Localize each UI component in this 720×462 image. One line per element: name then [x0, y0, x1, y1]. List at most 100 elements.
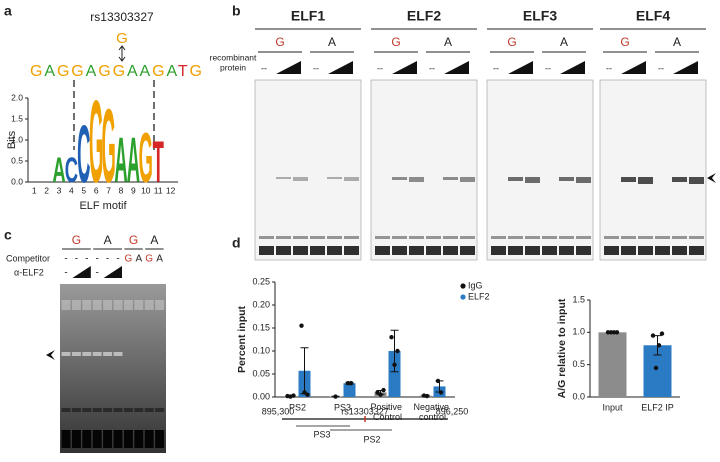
gel-band	[409, 236, 424, 239]
data-point	[439, 390, 443, 394]
allele-label: A	[150, 233, 158, 247]
data-point	[381, 388, 385, 392]
gel-band	[155, 408, 164, 412]
gel-band	[426, 236, 441, 239]
gel-band	[689, 246, 704, 255]
data-point	[657, 343, 661, 347]
snp-arrow	[119, 46, 125, 61]
map-end: 896,250	[436, 406, 469, 416]
gel-band	[344, 236, 359, 239]
gradient-wedge	[104, 266, 122, 278]
gel-band	[443, 177, 458, 180]
no-protein: --	[377, 63, 383, 73]
antibody-entry: -	[64, 268, 67, 279]
antibody-label: α-ELF2	[14, 267, 44, 277]
gel-band	[525, 177, 540, 183]
gel-band	[576, 246, 591, 255]
y-tick-label: 0.0	[11, 176, 23, 186]
y-tick-label: 0.25	[252, 276, 270, 286]
y-tick-label: 1.0	[572, 327, 585, 337]
gel-band	[375, 236, 390, 239]
legend-label: ELF2	[468, 291, 490, 301]
data-point	[615, 330, 619, 334]
gel-band	[638, 246, 653, 255]
gel-band	[392, 236, 407, 239]
no-protein: --	[261, 63, 267, 73]
gel-band	[655, 236, 670, 239]
gel-band	[293, 246, 308, 255]
gel-band	[638, 177, 653, 184]
gel-band	[62, 408, 71, 412]
gel-band	[134, 430, 143, 448]
no-protein: --	[545, 63, 551, 73]
x-tick-label: Input	[602, 402, 623, 412]
y-tick-label: 0.15	[252, 322, 270, 332]
gel-band	[276, 236, 291, 239]
y-axis-label: Percent input	[236, 305, 248, 373]
panel-label: a	[4, 3, 12, 19]
data-point	[392, 363, 396, 367]
panel-label: c	[4, 227, 12, 243]
gel-band	[443, 236, 458, 239]
gel-band	[310, 236, 325, 239]
gel-band	[145, 300, 154, 310]
gel-band	[124, 300, 133, 310]
allele-label: G	[391, 35, 400, 49]
gel-band	[103, 352, 112, 356]
gel-band	[82, 408, 91, 412]
gel-band	[82, 352, 91, 356]
y-axis-label: Bits	[6, 130, 18, 149]
data-point	[305, 393, 309, 397]
gel-band	[93, 408, 102, 412]
competitor-entry: -	[116, 254, 119, 265]
y-tick-label: 0.0	[572, 391, 585, 401]
gel-band	[276, 177, 291, 179]
allele-label: A	[444, 35, 452, 49]
bar	[599, 332, 627, 397]
gel-band	[259, 236, 274, 239]
gel-band	[604, 236, 619, 239]
allele-label: G	[507, 35, 516, 49]
gel-band	[72, 352, 81, 356]
gel-band	[559, 236, 574, 239]
gel-band	[426, 246, 441, 255]
logo-letter: C	[65, 151, 78, 190]
competitor-entry: -	[64, 254, 67, 265]
competitor-entry: A	[156, 254, 163, 265]
gel-band	[82, 300, 91, 310]
gel-band	[114, 352, 123, 356]
data-point	[349, 381, 353, 385]
map-start: 895,300	[262, 406, 295, 416]
y-tick-label: 0.05	[252, 368, 270, 378]
gel-band	[114, 408, 123, 412]
x-tick-label: 1	[32, 185, 37, 195]
gel-band	[655, 246, 670, 255]
gel-band	[409, 177, 424, 182]
competitor-entry: -	[106, 254, 109, 265]
gel-band	[93, 352, 102, 356]
gel-band	[62, 300, 71, 310]
gel	[371, 80, 477, 260]
panel-label: b	[232, 3, 241, 19]
gel-band	[72, 300, 81, 310]
gel-band	[259, 246, 274, 255]
logo-letter: G	[139, 119, 153, 197]
x-tick-label: 2	[44, 185, 49, 195]
allele-label: G	[620, 35, 629, 49]
gel-band	[576, 236, 591, 239]
gel-band	[689, 177, 704, 184]
data-point	[395, 349, 399, 353]
gel-band	[491, 236, 506, 239]
gel-band	[72, 408, 81, 412]
gel-title: ELF1	[291, 8, 325, 24]
data-point	[389, 335, 393, 339]
gel-band	[293, 177, 308, 181]
allele-label: A	[328, 35, 336, 49]
y-tick-label: 0.10	[252, 345, 270, 355]
protein-label: recombinant	[210, 52, 257, 62]
gel-band	[155, 300, 164, 310]
gel-band	[576, 177, 591, 183]
competitor-label: Competitor	[6, 253, 50, 263]
